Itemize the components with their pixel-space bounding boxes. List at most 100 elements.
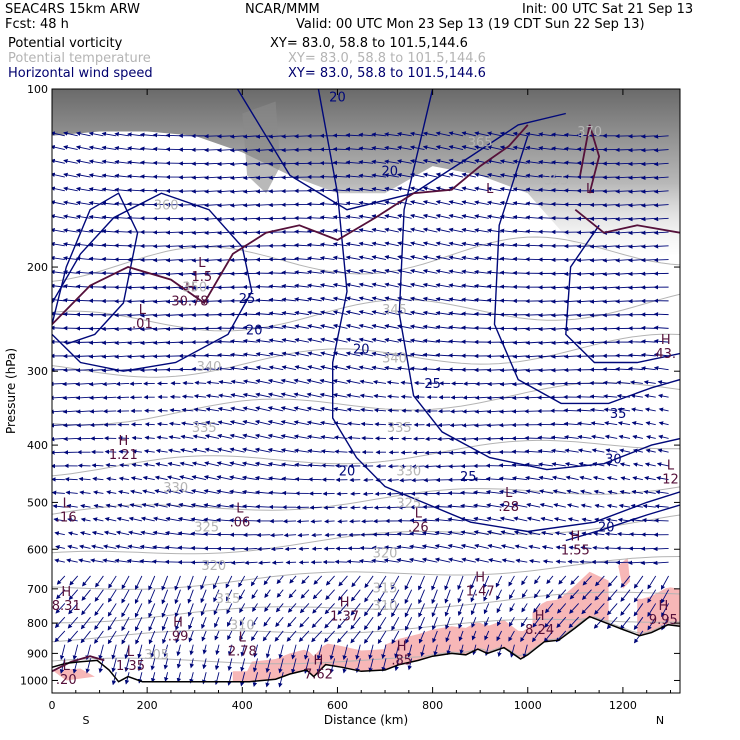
- pv-extremum-kind: L: [239, 631, 247, 646]
- wind-arrow: [124, 672, 130, 685]
- wind-arrow: [101, 354, 117, 359]
- wind-arrow: [358, 365, 374, 371]
- wind-arrow: [602, 326, 618, 332]
- wind-arrow: [75, 200, 91, 206]
- wind-arrow: [55, 603, 66, 614]
- wind-arrow: [127, 299, 142, 304]
- wind-arrow: [538, 475, 554, 481]
- wind-arrow: [615, 189, 631, 194]
- wind-arrow: [563, 285, 579, 290]
- wind-arrow: [229, 447, 245, 453]
- wind-speed-label: 20: [598, 521, 615, 536]
- wind-arrow: [633, 589, 644, 603]
- wind-arrow: [178, 216, 194, 222]
- wind-arrow: [268, 175, 284, 180]
- wind-arrow: [67, 531, 78, 536]
- wind-arrow: [510, 644, 515, 658]
- wind-arrow: [641, 518, 656, 523]
- wind-arrow: [628, 258, 643, 263]
- wind-arrow: [448, 213, 464, 219]
- x-tick-label: 1200: [609, 699, 637, 712]
- wind-arrow: [229, 244, 245, 249]
- wind-arrow: [397, 324, 412, 329]
- wind-arrow: [525, 201, 541, 206]
- wind-speed-label: 25: [424, 377, 441, 392]
- wind-arrow: [267, 378, 284, 384]
- wind-arrow: [280, 462, 297, 467]
- wind-arrow: [95, 575, 104, 588]
- pv-contour-2: [52, 655, 105, 673]
- wind-arrow: [310, 519, 322, 524]
- wind-arrow: [581, 603, 592, 615]
- wind-arrow: [127, 146, 142, 151]
- wind-arrow: [550, 421, 566, 427]
- wind-arrow: [563, 421, 579, 427]
- wind-arrow: [268, 147, 284, 153]
- wind-arrow: [200, 603, 207, 617]
- pv-extremum-kind: H: [340, 596, 350, 611]
- wind-arrow: [62, 283, 78, 289]
- wind-arrow: [217, 161, 232, 167]
- wind-arrow: [294, 256, 309, 262]
- wind-arrow: [525, 131, 541, 137]
- wind-arrow: [460, 490, 476, 496]
- wind-arrow: [256, 532, 271, 538]
- wind-arrow: [281, 338, 297, 343]
- wind-arrow: [62, 256, 78, 261]
- wind-arrow: [358, 214, 374, 219]
- wind-arrow: [271, 560, 284, 565]
- wind-arrow: [358, 351, 374, 357]
- wind-arrow: [280, 419, 297, 426]
- wind-arrow: [538, 229, 553, 234]
- wind-arrow: [449, 423, 464, 428]
- wind-arrow: [576, 407, 592, 413]
- wind-arrow: [229, 189, 245, 194]
- wind-arrow: [569, 589, 579, 600]
- wind-arrow: [216, 447, 232, 453]
- wind-arrow: [54, 531, 65, 536]
- wind-arrow: [75, 354, 91, 359]
- wind-arrow: [63, 158, 78, 164]
- wind-arrow: [487, 543, 502, 549]
- wind-arrow: [359, 545, 374, 551]
- wind-arrow: [644, 407, 656, 412]
- wind-arrow: [62, 381, 78, 387]
- wind-arrow: [156, 421, 168, 427]
- wind-arrow: [280, 406, 297, 412]
- wind-arrow: [148, 630, 156, 645]
- wind-arrow: [371, 310, 387, 316]
- wind-arrow: [371, 255, 387, 261]
- wind-arrow: [473, 436, 489, 442]
- pv-extremum-value: .01: [132, 317, 153, 332]
- wind-arrow: [498, 489, 515, 495]
- wind-arrow: [253, 644, 258, 658]
- wind-arrow: [275, 616, 284, 628]
- wind-arrow: [589, 244, 605, 249]
- wind-arrow: [126, 558, 142, 564]
- wind-arrow: [371, 173, 387, 178]
- wind-arrow: [410, 227, 425, 233]
- wind-arrow: [242, 392, 258, 398]
- wind-arrow: [307, 296, 322, 302]
- isentrope-label: 320: [201, 559, 226, 574]
- wind-arrow: [407, 658, 413, 671]
- wind-arrow: [397, 186, 412, 192]
- wind-arrow: [511, 395, 528, 401]
- wind-arrow: [563, 299, 579, 304]
- wind-arrow: [358, 173, 374, 179]
- wind-arrow: [204, 230, 220, 236]
- wind-arrow: [550, 299, 566, 304]
- wind-arrow: [52, 145, 65, 151]
- pv-extremum-kind: L: [505, 486, 513, 501]
- wind-arrow: [603, 407, 618, 412]
- wind-arrow: [640, 244, 656, 249]
- wind-arrow: [590, 421, 605, 426]
- wind-arrow: [384, 337, 399, 343]
- wind-arrow: [589, 394, 605, 399]
- wind-arrow: [425, 436, 438, 442]
- wind-arrow: [294, 351, 310, 357]
- wind-arrow: [52, 286, 53, 288]
- wind-arrow: [268, 338, 284, 343]
- wind-arrow: [311, 532, 322, 538]
- wind-arrow: [294, 229, 309, 234]
